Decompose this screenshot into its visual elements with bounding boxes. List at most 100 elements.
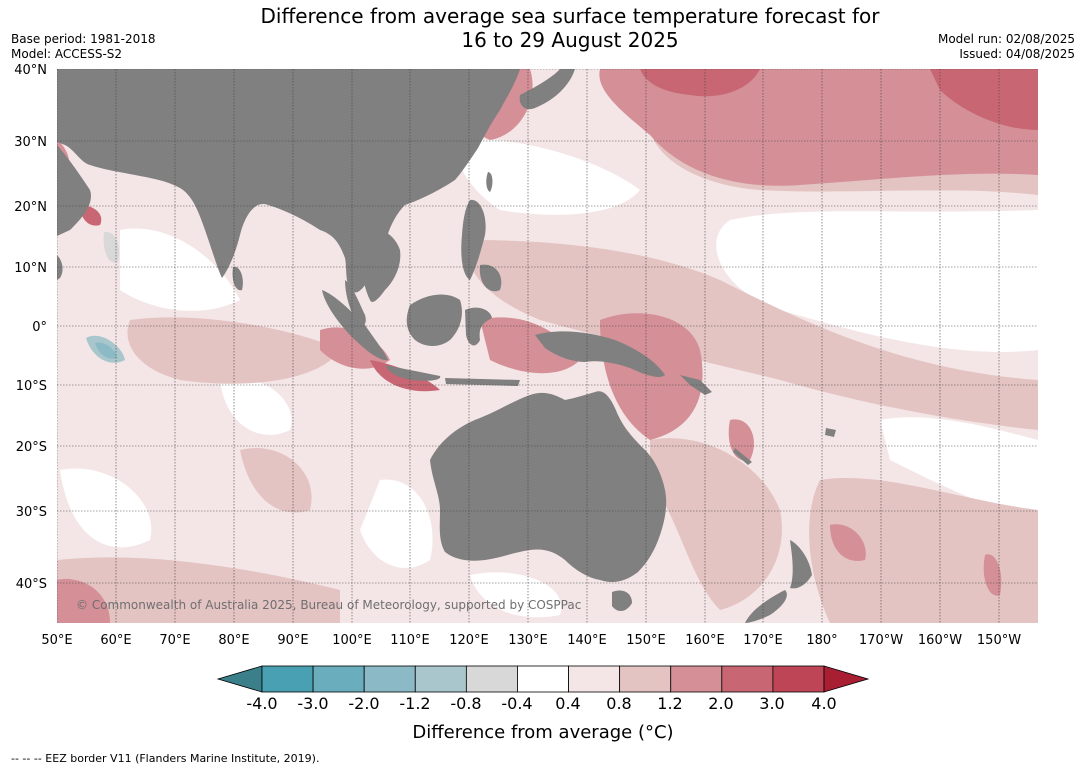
colorbar-segment bbox=[772, 665, 825, 693]
land-taiwan bbox=[486, 172, 493, 192]
land-africa-horn bbox=[57, 255, 63, 280]
base-period-text: Base period: 1981-2018 bbox=[11, 32, 156, 46]
lat-label: 10°N bbox=[14, 261, 47, 276]
anomaly-region bbox=[320, 327, 390, 369]
lat-label: 30°N bbox=[14, 135, 47, 150]
land-asia bbox=[57, 69, 520, 293]
land-philippines bbox=[461, 199, 486, 280]
lat-label: 30°S bbox=[16, 505, 47, 520]
land-korea bbox=[485, 69, 505, 110]
longitude-labels: 50°E 60°E 70°E 80°E 90°E 100°E 110°E 120… bbox=[41, 633, 1021, 648]
colorbar: -4.0 -3.0 -2.0 -1.2 -0.8 -0.4 0.4 0.8 1.… bbox=[216, 665, 870, 743]
land-indochina bbox=[360, 228, 401, 302]
map-metadata-right: Model run: 02/08/2025 Issued: 04/08/2025 bbox=[938, 32, 1075, 62]
colorbar-tick-label: 4.0 bbox=[811, 694, 836, 713]
colorbar-segment bbox=[619, 665, 672, 693]
map-title-line-2: 16 to 29 August 2025 bbox=[461, 28, 679, 52]
land-malay-peninsula bbox=[345, 280, 366, 326]
colorbar-tick-label: -4.0 bbox=[246, 694, 277, 713]
lon-label: 80°E bbox=[218, 633, 249, 648]
map-title: Difference from average sea surface temp… bbox=[0, 4, 1085, 52]
land-sri-lanka bbox=[232, 266, 243, 291]
anomaly-region bbox=[930, 69, 1038, 130]
colorbar-segment bbox=[568, 665, 621, 693]
anomaly-region bbox=[360, 479, 433, 569]
lon-label: 50°E bbox=[41, 633, 72, 648]
lon-label: 160°W bbox=[918, 633, 962, 648]
map-title-line-1: Difference from average sea surface temp… bbox=[260, 4, 880, 28]
lat-label: 40°S bbox=[16, 577, 47, 592]
land-new-guinea bbox=[535, 331, 665, 378]
colorbar-segments bbox=[261, 665, 825, 693]
land-arabia bbox=[57, 145, 91, 236]
lat-label: 20°N bbox=[14, 200, 47, 215]
colorbar-segment bbox=[261, 665, 314, 693]
colorbar-tick-label: -0.4 bbox=[501, 694, 532, 713]
land-sumatra bbox=[322, 290, 388, 361]
lon-label: 110°E bbox=[390, 633, 430, 648]
anomaly-region bbox=[809, 477, 1038, 623]
lon-label: 140°E bbox=[567, 633, 607, 648]
colorbar-tick-label: 0.4 bbox=[555, 694, 580, 713]
land-java bbox=[385, 365, 441, 381]
colorbar-segment bbox=[465, 665, 518, 693]
anomaly-region bbox=[716, 210, 1038, 352]
colorbar-low-extend bbox=[216, 665, 263, 693]
anomaly-region bbox=[468, 240, 1038, 430]
map-metadata-left: Base period: 1981-2018 Model: ACCESS-S2 bbox=[11, 32, 156, 62]
lon-label: 90°E bbox=[277, 633, 308, 648]
lat-label: 20°S bbox=[16, 440, 47, 455]
land-mindanao bbox=[479, 264, 502, 292]
anomaly-region bbox=[120, 228, 240, 311]
anomaly-region bbox=[480, 317, 580, 374]
colorbar-tick-label: -1.2 bbox=[399, 694, 430, 713]
land-new-caledonia bbox=[733, 448, 752, 465]
anomaly-region bbox=[220, 378, 292, 435]
land-japan bbox=[519, 69, 575, 110]
land-new-zealand-south bbox=[745, 590, 787, 623]
lon-label: 70°E bbox=[159, 633, 190, 648]
anomaly-region bbox=[650, 438, 782, 610]
colorbar-segment bbox=[312, 665, 365, 693]
colorbar-tick-label: -2.0 bbox=[348, 694, 379, 713]
model-run-text: Model run: 02/08/2025 bbox=[937, 32, 1075, 46]
colorbar-tick-label: -3.0 bbox=[297, 694, 328, 713]
colorbar-tick-label: 1.2 bbox=[657, 694, 682, 713]
colorbar-segment bbox=[721, 665, 774, 693]
anomaly-region bbox=[57, 579, 110, 623]
anomaly-region bbox=[983, 554, 1002, 596]
lon-label: 150°E bbox=[626, 633, 666, 648]
anomaly-contours bbox=[57, 69, 1038, 623]
lat-label: 0° bbox=[32, 320, 47, 335]
model-text: Model: ACCESS-S2 bbox=[11, 47, 123, 61]
lat-label: 40°N bbox=[14, 63, 47, 78]
anomaly-region bbox=[640, 69, 760, 97]
colorbar-tick-label: -0.8 bbox=[450, 694, 481, 713]
eez-footnote: -- -- -- EEZ border V11 (Flanders Marine… bbox=[11, 752, 320, 765]
colorbar-title: Difference from average (°C) bbox=[412, 722, 673, 743]
latitude-labels: 40°N 30°N 20°N 10°N 0° 10°S 20°S 30°S 40… bbox=[14, 63, 47, 592]
lon-label: 180° bbox=[806, 633, 837, 648]
anomaly-region bbox=[457, 139, 640, 215]
lon-label: 160°E bbox=[685, 633, 725, 648]
lon-label: 100°E bbox=[332, 633, 372, 648]
lat-label: 10°S bbox=[16, 379, 47, 394]
colorbar-tick-label: 2.0 bbox=[708, 694, 733, 713]
lon-label: 170°W bbox=[859, 633, 903, 648]
land-borneo bbox=[406, 294, 462, 346]
lon-label: 170°E bbox=[743, 633, 783, 648]
land-tasmania bbox=[612, 590, 632, 612]
map-panel: © Commonwealth of Australia 2025, Bureau… bbox=[57, 69, 1038, 623]
anomaly-region bbox=[470, 572, 562, 618]
copyright-text: © Commonwealth of Australia 2025, Bureau… bbox=[76, 598, 581, 612]
lon-label: 120°E bbox=[449, 633, 489, 648]
colorbar-ticks: -4.0 -3.0 -2.0 -1.2 -0.8 -0.4 0.4 0.8 1.… bbox=[246, 694, 836, 713]
anomaly-region bbox=[95, 342, 117, 359]
anomaly-region bbox=[103, 231, 120, 263]
landmasses bbox=[57, 69, 836, 623]
land-fiji bbox=[825, 428, 836, 437]
sst-anomaly-map: © Commonwealth of Australia 2025, Bureau… bbox=[14, 63, 1038, 743]
land-lesser-sunda bbox=[445, 378, 520, 386]
land-australia bbox=[430, 391, 667, 583]
graticule bbox=[57, 69, 1038, 623]
